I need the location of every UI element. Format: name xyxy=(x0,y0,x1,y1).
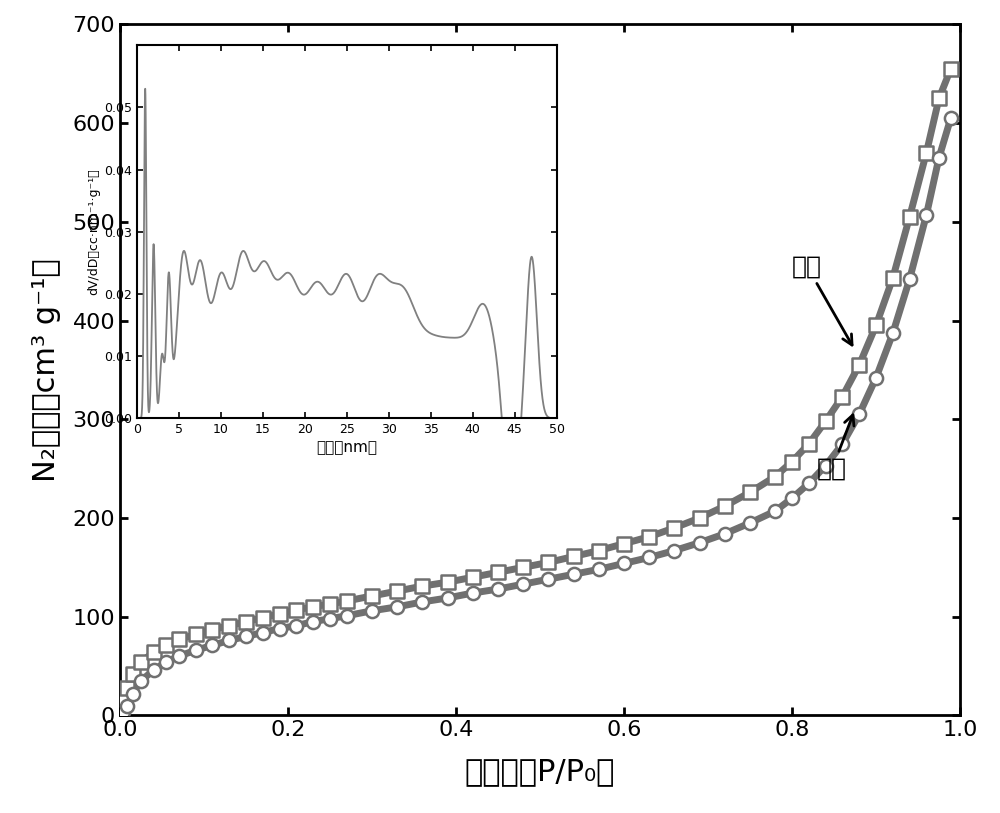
Point xyxy=(221,634,237,647)
Point xyxy=(666,544,682,557)
Y-axis label: N₂体积（cm³ g⁻¹）: N₂体积（cm³ g⁻¹） xyxy=(32,258,61,482)
Point xyxy=(188,644,204,657)
Point xyxy=(146,663,162,676)
Point xyxy=(943,111,959,124)
Point xyxy=(515,561,531,574)
Point xyxy=(918,208,934,221)
Point xyxy=(692,511,708,524)
Point xyxy=(818,459,834,472)
Point xyxy=(767,470,783,483)
Point xyxy=(288,620,304,633)
Point xyxy=(717,500,733,513)
Point xyxy=(616,537,632,550)
Point xyxy=(566,550,582,563)
Point xyxy=(591,544,607,557)
Point xyxy=(288,603,304,616)
Point xyxy=(146,646,162,659)
Point xyxy=(641,530,657,543)
Point xyxy=(902,272,918,285)
Point xyxy=(801,477,817,490)
Point xyxy=(641,551,657,564)
Point xyxy=(125,667,141,680)
Point xyxy=(414,580,430,593)
Point xyxy=(322,612,338,625)
Point xyxy=(490,566,506,579)
Point xyxy=(767,505,783,518)
Point xyxy=(115,706,131,719)
Point xyxy=(742,486,758,499)
Point xyxy=(171,633,187,646)
Point xyxy=(133,675,149,688)
Point xyxy=(717,528,733,541)
Point xyxy=(742,516,758,529)
Point xyxy=(834,390,850,403)
Point xyxy=(834,437,850,450)
Point xyxy=(784,455,800,468)
Point xyxy=(540,572,556,585)
Point xyxy=(440,576,456,589)
Point xyxy=(801,437,817,450)
Point xyxy=(255,626,271,639)
Point xyxy=(158,639,174,652)
Point xyxy=(616,557,632,570)
Point xyxy=(339,594,355,607)
Point xyxy=(204,639,220,652)
Point xyxy=(171,650,187,663)
Point xyxy=(339,609,355,622)
Point xyxy=(364,589,380,602)
Point xyxy=(119,699,135,712)
Point xyxy=(272,622,288,635)
Point xyxy=(238,630,254,643)
Text: 吸附: 吸附 xyxy=(817,415,854,480)
Point xyxy=(868,319,884,332)
Point xyxy=(272,607,288,620)
Point xyxy=(931,151,947,164)
Point xyxy=(465,586,481,599)
Point xyxy=(943,63,959,76)
Point xyxy=(868,372,884,385)
X-axis label: 相对压（P/P₀）: 相对压（P/P₀） xyxy=(465,757,615,786)
Point xyxy=(364,604,380,617)
Point xyxy=(818,415,834,428)
Point xyxy=(666,521,682,534)
Point xyxy=(465,571,481,584)
Point xyxy=(125,687,141,700)
Point xyxy=(158,655,174,668)
Point xyxy=(784,492,800,505)
Point xyxy=(322,598,338,611)
Point xyxy=(255,611,271,624)
Point xyxy=(305,615,321,628)
Point xyxy=(238,615,254,628)
Point xyxy=(902,211,918,224)
Point xyxy=(918,146,934,159)
Point xyxy=(566,567,582,580)
Point xyxy=(540,556,556,569)
Point xyxy=(885,327,901,340)
Point xyxy=(490,583,506,596)
Point xyxy=(221,620,237,633)
Point xyxy=(188,628,204,641)
Point xyxy=(515,577,531,590)
Point xyxy=(851,408,867,421)
Text: 脱附: 脱附 xyxy=(792,254,852,345)
Point xyxy=(851,359,867,372)
Point xyxy=(931,92,947,105)
Point xyxy=(885,272,901,285)
Point xyxy=(204,623,220,636)
Point xyxy=(389,585,405,598)
Point xyxy=(414,595,430,608)
Point xyxy=(133,655,149,668)
Point xyxy=(119,681,135,694)
Point xyxy=(692,537,708,550)
Point xyxy=(115,694,131,707)
Point xyxy=(440,592,456,605)
Point xyxy=(389,600,405,613)
Point xyxy=(591,563,607,576)
Point xyxy=(305,600,321,613)
